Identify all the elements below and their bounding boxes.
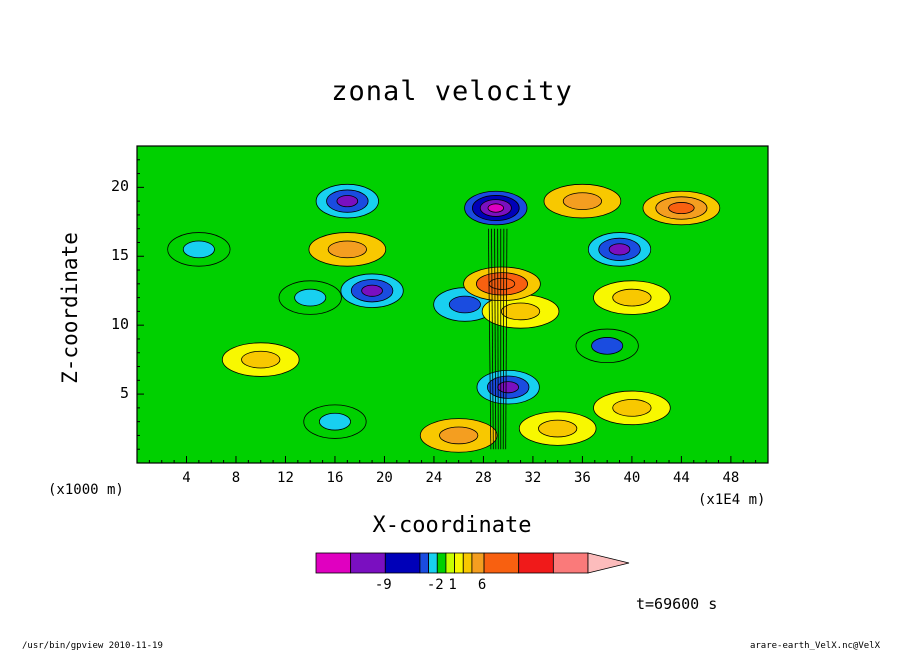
- footer-right: arare-earth_VelX.nc@VelX: [749, 641, 880, 651]
- contour-feature: [587, 232, 652, 267]
- contour-band: [612, 288, 652, 307]
- colorbar-cell: [552, 552, 589, 574]
- contour-band: [241, 350, 281, 369]
- dense-contour-strip: [487, 228, 508, 450]
- y-tick-label: 20: [110, 177, 129, 196]
- contour-line: [487, 228, 492, 450]
- colorbar-tick-label: -2: [426, 577, 444, 593]
- contour-feature: [464, 190, 528, 226]
- x-tick-label: 24: [425, 470, 443, 486]
- colorbar-cell: [471, 552, 485, 574]
- axis-ticks: [137, 159, 757, 463]
- x-tick-label: 20: [376, 470, 393, 486]
- contour-band: [500, 302, 541, 321]
- contour-band: [668, 202, 695, 215]
- x-tick-label: 44: [672, 470, 690, 486]
- contour-feature: [481, 294, 560, 329]
- colorbar-cell: [315, 552, 352, 574]
- contour-band: [439, 426, 479, 445]
- contour-line: [494, 228, 497, 450]
- contour-band: [488, 277, 516, 290]
- x-tick-label: 8: [231, 470, 241, 486]
- contour-field: [137, 146, 768, 463]
- colorbar-cell: [445, 552, 455, 574]
- colorbar-cell: [462, 552, 473, 574]
- contour-feature: [463, 266, 541, 302]
- contour-band: [182, 240, 215, 259]
- contour-feature: [308, 232, 387, 267]
- x-tick-label: 16: [326, 470, 344, 486]
- x-tick-label: 32: [524, 470, 542, 486]
- x-unit-label: (x1000 m): [48, 482, 124, 498]
- contour-feature: [593, 390, 671, 426]
- x-tick-label: 28: [474, 470, 492, 486]
- contour-feature: [518, 411, 597, 446]
- contour-line: [497, 228, 499, 450]
- colorbar-cell: [384, 552, 421, 574]
- chart-title: zonal velocity: [331, 76, 573, 107]
- contour-band: [591, 337, 624, 355]
- contour-band: [562, 192, 603, 210]
- contour-feature: [575, 328, 639, 364]
- colorbar-cell: [419, 552, 430, 574]
- x-tick-label: 40: [623, 470, 641, 486]
- contour-line: [505, 228, 508, 450]
- contour-feature: [340, 273, 404, 308]
- y-tick-label: 10: [110, 315, 129, 334]
- x-tick-label: 4: [182, 470, 191, 486]
- contour-band: [612, 399, 652, 417]
- contour-band: [538, 419, 578, 438]
- colorbar-cell: [518, 552, 554, 574]
- y-tick-label: 15: [110, 246, 129, 265]
- contour-feature: [642, 190, 721, 226]
- contour-band: [487, 203, 505, 213]
- contour-band: [608, 243, 631, 256]
- contour-feature: [303, 404, 367, 439]
- contour-feature: [543, 183, 622, 219]
- contour-feature: [315, 183, 379, 219]
- y-axis-label: Z-coordinate: [58, 232, 82, 384]
- contour-line: [502, 228, 505, 450]
- footer-left: /usr/bin/gpview 2010-11-19: [22, 641, 163, 651]
- x-scale-label: (x1E4 m): [698, 492, 766, 508]
- colorbar-tick-label: 1: [448, 577, 457, 593]
- time-readout: t=69600 s: [636, 595, 718, 613]
- x-tick-label: 36: [573, 470, 591, 486]
- x-tick-label: 12: [277, 470, 294, 486]
- contour-feature: [476, 369, 540, 405]
- contour-band: [327, 240, 367, 259]
- y-tick-label: 5: [119, 384, 129, 403]
- contour-line: [491, 228, 494, 450]
- colorbar-cell: [428, 552, 438, 574]
- colorbar-cell: [483, 552, 520, 574]
- colorbar-cell: [350, 552, 386, 574]
- contour-band: [448, 295, 481, 314]
- colorbar-extend-arrow: [587, 552, 630, 574]
- contour-band: [318, 412, 351, 431]
- contour-feature: [278, 280, 342, 315]
- colorbar: [315, 552, 630, 574]
- colorbar-tick-label: 6: [477, 577, 487, 593]
- colorbar-cell: [454, 552, 464, 574]
- colorbar-tick-label: -9: [374, 577, 392, 593]
- contour-band: [294, 288, 327, 307]
- contour-feature: [419, 418, 498, 453]
- x-axis-label: X-coordinate: [372, 513, 532, 538]
- plot-frame: [136, 145, 769, 464]
- contour-feature: [593, 280, 671, 315]
- colorbar-cell: [436, 552, 447, 574]
- contour-band: [336, 195, 359, 208]
- contour-feature: [221, 342, 300, 377]
- contour-band: [361, 284, 383, 297]
- contour-feature: [167, 232, 231, 267]
- x-tick-label: 48: [722, 470, 740, 486]
